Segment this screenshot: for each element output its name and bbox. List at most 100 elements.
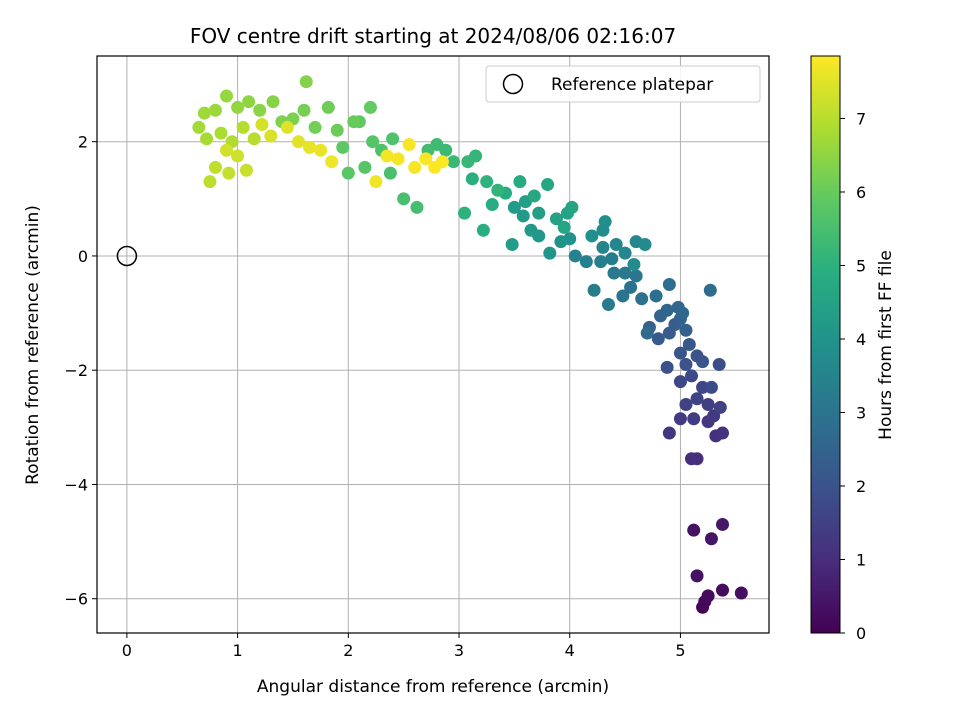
data-point	[255, 118, 269, 132]
data-point	[596, 240, 610, 254]
data-point	[435, 155, 449, 169]
y-tick-label: 0	[78, 247, 88, 266]
data-point	[716, 583, 730, 597]
data-point	[231, 100, 245, 114]
x-tick-label: 1	[233, 641, 243, 660]
data-point	[303, 140, 317, 154]
colorbar-tick-label: 4	[856, 330, 866, 349]
data-point	[701, 589, 715, 603]
data-point	[458, 206, 472, 220]
data-point	[605, 252, 619, 266]
data-point	[687, 412, 701, 426]
data-point	[391, 152, 405, 166]
data-point	[380, 149, 394, 163]
data-point	[704, 380, 718, 394]
data-point	[314, 143, 328, 157]
x-tick-label: 0	[122, 641, 132, 660]
data-point	[640, 326, 654, 340]
data-point	[627, 258, 641, 272]
data-point	[527, 189, 541, 203]
legend-reference-marker	[502, 73, 524, 95]
data-point	[601, 298, 615, 312]
data-point	[242, 95, 256, 109]
data-point	[325, 155, 339, 169]
data-point	[598, 215, 612, 229]
y-axis-ticks: −6 −4 −2 0 2	[64, 133, 97, 609]
data-point	[565, 200, 579, 214]
data-point	[485, 198, 499, 212]
data-point	[386, 132, 400, 146]
data-point	[651, 332, 665, 346]
data-point	[673, 375, 687, 389]
colorbar-tick-label: 1	[856, 550, 866, 569]
data-point	[491, 183, 505, 197]
data-point	[703, 283, 717, 297]
data-point	[549, 212, 563, 226]
data-point	[358, 160, 372, 174]
data-point	[624, 280, 638, 294]
data-point	[446, 155, 460, 169]
y-axis-label: Rotation from reference (arcmin)	[23, 205, 43, 485]
data-point	[685, 369, 699, 383]
data-point	[366, 135, 380, 149]
data-point	[220, 89, 234, 103]
data-point	[516, 209, 530, 223]
data-point	[660, 303, 674, 317]
data-point	[247, 132, 261, 146]
data-point	[662, 426, 676, 440]
data-point	[673, 346, 687, 360]
data-point	[690, 452, 704, 466]
data-points	[192, 75, 748, 614]
data-point	[679, 323, 693, 337]
data-point	[253, 103, 267, 117]
data-point	[239, 163, 253, 177]
data-point	[419, 152, 433, 166]
data-point	[679, 397, 693, 411]
data-point	[649, 289, 663, 303]
data-point	[214, 126, 228, 140]
data-point	[266, 95, 280, 109]
data-point	[208, 160, 222, 174]
data-point	[618, 246, 632, 260]
data-point	[676, 306, 690, 320]
data-point	[690, 392, 704, 406]
data-point	[341, 166, 355, 180]
colorbar-ticks: 0 1 2 3 4 5 6 7	[840, 109, 866, 643]
data-point	[587, 283, 601, 297]
data-point	[734, 586, 748, 600]
legend-entry-reference: Reference platepar	[551, 75, 713, 95]
data-point	[208, 103, 222, 117]
x-tick-label: 3	[454, 641, 464, 660]
data-point	[532, 206, 546, 220]
legend-box	[485, 65, 761, 103]
colorbar-tick-label: 5	[856, 256, 866, 275]
reference-point	[116, 245, 138, 267]
data-point	[480, 175, 494, 189]
data-point	[682, 338, 696, 351]
data-point	[638, 238, 652, 252]
colorbar-tick-label: 3	[856, 403, 866, 422]
data-point	[594, 255, 608, 269]
colorbar: 0 1 2 3 4 5 6 7 Hours from first FF file	[810, 55, 896, 643]
data-point	[297, 103, 311, 117]
data-point	[402, 138, 416, 152]
data-point	[347, 115, 361, 129]
data-point	[716, 426, 730, 440]
data-point	[607, 266, 621, 280]
data-point	[507, 200, 521, 214]
data-point	[299, 75, 313, 89]
y-tick-label: −2	[64, 361, 88, 380]
data-point	[222, 166, 236, 180]
data-point	[291, 135, 305, 149]
data-point	[476, 223, 490, 237]
data-point	[308, 120, 322, 134]
data-point	[554, 235, 568, 249]
data-point	[231, 149, 245, 163]
data-point	[200, 132, 214, 146]
data-point	[690, 569, 704, 583]
colorbar-tick-label: 6	[856, 183, 866, 202]
data-point	[408, 160, 422, 174]
data-point	[635, 292, 649, 306]
data-point	[557, 220, 571, 234]
